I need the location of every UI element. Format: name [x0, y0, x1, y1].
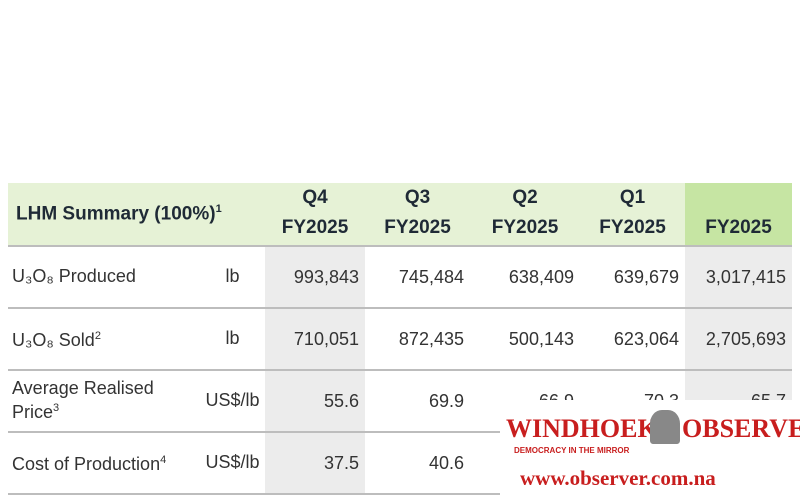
- row-label-text: Cost of Production4: [12, 450, 166, 474]
- row-label: Cost of Production4: [8, 431, 203, 493]
- column-header-text: FY2025: [281, 217, 349, 238]
- cell-value: 69.9: [428, 390, 464, 411]
- row-divider: [8, 307, 792, 309]
- cell: 638,409: [470, 247, 580, 307]
- cell-value: 623,064: [613, 328, 679, 349]
- cell: 710,051: [265, 309, 365, 369]
- cell: 55.6: [265, 371, 365, 431]
- row-label-name: Average Realised Price: [12, 378, 154, 422]
- row-label-name: U₃O₈ Sold: [12, 330, 95, 350]
- cell-value: 3,017,415: [705, 266, 786, 287]
- column-header-text: FY2025: [705, 217, 772, 238]
- row-label: U₃O₈ Produced: [8, 245, 203, 307]
- row-label-name: U₃O₈ Produced: [12, 266, 136, 286]
- column-header: Q3 FY2025: [365, 183, 470, 245]
- cell: 69.9: [365, 371, 470, 431]
- column-header-text: Q1: [619, 187, 646, 208]
- unit-text: US$/lb: [205, 389, 260, 410]
- column-header: Q2 FY2025: [470, 183, 580, 245]
- watermark-name-left: WINDHOEK: [506, 414, 658, 443]
- unit: US$/lb: [200, 431, 265, 493]
- row-label-text: Average Realised Price3: [12, 378, 203, 422]
- watermark-name-right: OBSERVER: [682, 414, 800, 443]
- column-header: Q1 FY2025: [580, 183, 685, 245]
- unit-text: US$/lb: [205, 451, 260, 472]
- column-header: FY2025: [685, 183, 792, 245]
- cell-value: 2,705,693: [705, 328, 786, 349]
- cell: 745,484: [365, 247, 470, 307]
- watermark-logo: [650, 410, 680, 444]
- row-label-text: U₃O₈ Produced: [12, 266, 136, 286]
- column-header-text: Q3: [404, 187, 431, 208]
- row-label: Average Realised Price3: [8, 369, 203, 431]
- cell-value: 745,484: [398, 266, 464, 287]
- row-label: U₃O₈ Sold2: [8, 307, 203, 369]
- header-title: LHM Summary (100%)1: [8, 183, 265, 245]
- cell: 40.6: [365, 433, 470, 493]
- cell-value: 710,051: [293, 328, 359, 349]
- cell: 500,143: [470, 309, 580, 369]
- cell-value: 55.6: [323, 390, 359, 411]
- unit: lb: [200, 307, 265, 369]
- cell-value: 37.5: [323, 452, 359, 473]
- footnote: 3: [53, 402, 60, 414]
- cell-value: 40.6: [428, 452, 464, 473]
- unit: US$/lb: [200, 369, 265, 431]
- header-title-row: LHM Summary (100%)1: [16, 203, 222, 225]
- cell: 639,679: [580, 247, 685, 307]
- watermark-tagline: DEMOCRACY IN THE MIRROR: [514, 446, 630, 455]
- row-divider: [8, 369, 792, 371]
- cell-value: 638,409: [508, 266, 574, 287]
- row-divider: [8, 431, 792, 433]
- cell: 623,064: [580, 309, 685, 369]
- footnote: 2: [94, 330, 101, 342]
- cell-value: 500,143: [508, 328, 574, 349]
- footnote: 4: [160, 454, 167, 466]
- column-header-text: Q2: [512, 187, 538, 208]
- column-header-text: FY2025: [599, 217, 666, 238]
- row-label-text: U₃O₈ Sold2: [12, 326, 101, 350]
- row-divider: [8, 245, 792, 247]
- column-header-text: Q4: [302, 187, 328, 208]
- column-header: Q4 FY2025: [265, 183, 365, 245]
- footnote: 1: [215, 202, 222, 215]
- header-title-text: LHM Summary (100%): [16, 203, 216, 225]
- cell: 3,017,415: [685, 247, 792, 307]
- unit-text: lb: [225, 265, 240, 286]
- cell-value: 872,435: [398, 328, 464, 349]
- unit-text: lb: [225, 327, 240, 348]
- column-header-text: FY2025: [491, 217, 559, 238]
- row-divider: [8, 493, 792, 495]
- watermark: WINDHOEK OBSERVER DEMOCRACY IN THE MIRRO…: [500, 400, 800, 500]
- unit: lb: [200, 245, 265, 307]
- row-label-name: Cost of Production: [12, 454, 161, 474]
- cell: 37.5: [265, 433, 365, 493]
- watermark-url: www.observer.com.na: [520, 466, 716, 490]
- cell-value: 993,843: [293, 266, 359, 287]
- column-header-text: FY2025: [384, 217, 451, 238]
- cell-value: 639,679: [613, 266, 679, 287]
- cell: 993,843: [265, 247, 365, 307]
- cell: 872,435: [365, 309, 470, 369]
- cell: 2,705,693: [685, 309, 792, 369]
